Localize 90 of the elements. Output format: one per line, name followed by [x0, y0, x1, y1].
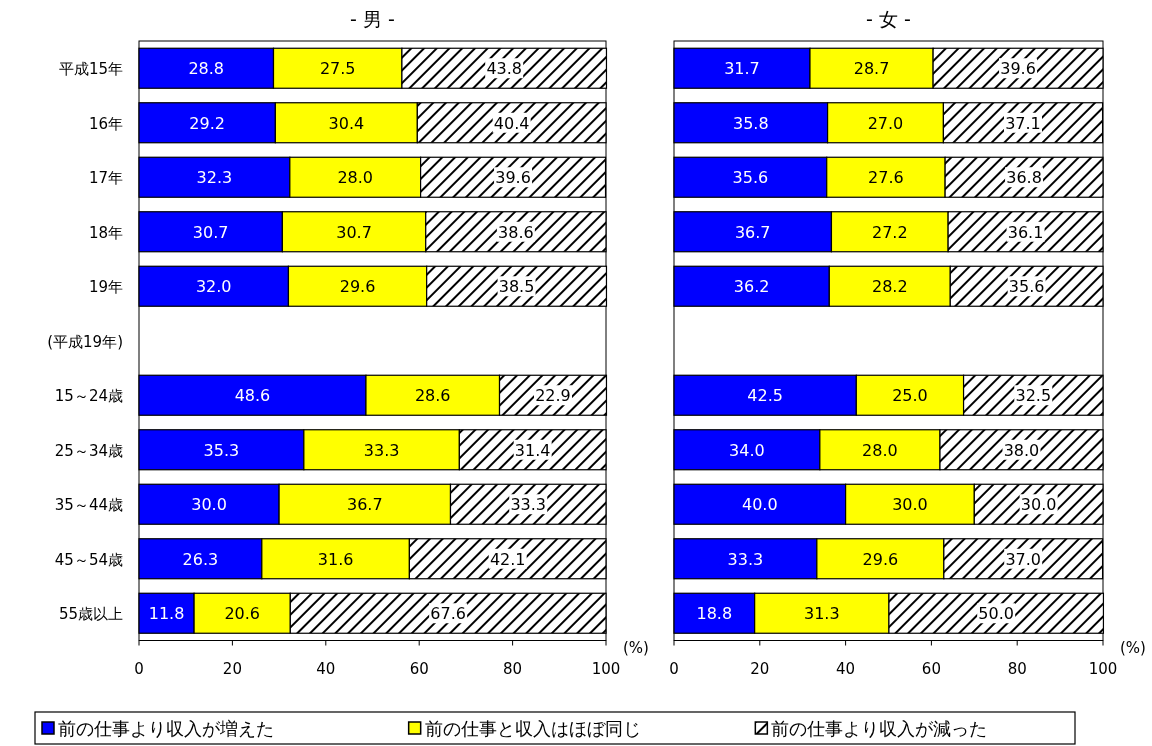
data-label: 28.0 — [862, 440, 898, 460]
data-label: 35.3 — [203, 440, 240, 460]
data-label: 31.4 — [514, 440, 551, 460]
data-label: 29.6 — [862, 549, 899, 569]
data-label: 40.4 — [493, 113, 530, 133]
data-label: 28.2 — [871, 277, 908, 297]
chart-title: - 男 - — [350, 8, 395, 30]
data-label: 30.0 — [191, 495, 227, 515]
data-label: 35.6 — [732, 168, 769, 188]
data-label: 20.6 — [224, 604, 261, 624]
data-label: 35.8 — [732, 113, 769, 133]
legend-label: 前の仕事より収入が減った — [771, 718, 988, 739]
y-tick-label: 55歳以上 — [58, 605, 123, 624]
x-axis-title: (%) — [623, 638, 649, 657]
data-label: 28.7 — [853, 59, 890, 79]
y-tick-label: 45～54歳 — [54, 550, 123, 569]
x-tick-label: 60 — [409, 659, 429, 678]
data-label: 30.0 — [1020, 495, 1057, 515]
y-tick-label: 16年 — [88, 114, 123, 133]
x-tick-label: 100 — [591, 659, 621, 678]
data-label: 28.0 — [337, 168, 374, 188]
data-label: 30.7 — [192, 222, 229, 242]
data-label: 32.0 — [195, 277, 232, 297]
data-label: 30.7 — [336, 222, 372, 242]
data-label: 27.0 — [867, 113, 904, 133]
data-label: 42.1 — [489, 549, 526, 569]
data-label: 36.7 — [734, 222, 771, 242]
data-label: 29.6 — [339, 277, 376, 297]
y-tick-label: 平成15年 — [58, 60, 123, 79]
x-tick-label: 20 — [750, 659, 770, 678]
y-tick-label: 18年 — [88, 223, 123, 242]
x-tick-label: 80 — [1007, 659, 1027, 678]
data-label: 37.0 — [1005, 549, 1042, 569]
x-tick-label: 80 — [503, 659, 523, 678]
x-axis-title: (%) — [1120, 638, 1146, 657]
data-label: 33.3 — [510, 495, 547, 515]
data-label: 38.0 — [1003, 440, 1040, 460]
data-label: 27.6 — [868, 168, 904, 188]
data-label: 67.6 — [430, 604, 466, 624]
data-label: 31.3 — [803, 604, 840, 624]
data-label: 25.0 — [892, 386, 928, 406]
y-tick-label: 19年 — [88, 278, 123, 297]
data-label: 30.4 — [328, 113, 365, 133]
data-label: 31.7 — [724, 59, 760, 79]
data-label: 39.6 — [495, 168, 531, 188]
x-tick-label: 60 — [921, 659, 941, 678]
data-label: 33.3 — [363, 440, 400, 460]
data-label: 32.5 — [1015, 386, 1052, 406]
data-label: 29.2 — [189, 113, 225, 133]
data-label: 28.6 — [414, 386, 451, 406]
data-label: 27.5 — [319, 59, 356, 79]
data-label: 27.2 — [871, 222, 908, 242]
y-tick-label: 15～24歳 — [54, 387, 123, 406]
data-label: 22.9 — [535, 386, 571, 406]
data-label: 35.6 — [1008, 277, 1045, 297]
data-label: 40.0 — [741, 495, 778, 515]
chart-title: - 女 - — [866, 8, 911, 30]
legend-label: 前の仕事より収入が増えた — [58, 718, 274, 739]
data-label: 26.3 — [182, 549, 219, 569]
x-tick-label: 40 — [316, 659, 336, 678]
data-label: 39.6 — [1000, 59, 1036, 79]
data-label: 48.6 — [234, 386, 271, 406]
y-tick-label: 17年 — [88, 169, 123, 188]
data-label: 43.8 — [486, 59, 523, 79]
data-label: 33.3 — [727, 549, 764, 569]
x-tick-label: 20 — [222, 659, 242, 678]
legend-label: 前の仕事と収入はほぼ同じ — [424, 718, 641, 739]
y-tick-label: 25～34歳 — [54, 441, 123, 460]
data-label: 32.3 — [196, 168, 233, 188]
x-tick-label: 100 — [1088, 659, 1118, 678]
y-tick-label: 35～44歳 — [54, 496, 123, 515]
data-label: 37.1 — [1005, 113, 1041, 133]
y-tick-label: (平成19年) — [47, 332, 123, 351]
data-label: 28.8 — [188, 59, 225, 79]
x-tick-label: 0 — [134, 659, 144, 678]
data-label: 34.0 — [729, 440, 765, 460]
x-tick-label: 40 — [836, 659, 856, 678]
data-label: 36.2 — [733, 277, 770, 297]
data-label: 18.8 — [696, 604, 733, 624]
data-label: 31.6 — [317, 549, 354, 569]
data-label: 42.5 — [747, 386, 783, 406]
data-label: 38.5 — [498, 277, 535, 297]
data-label: 50.0 — [978, 604, 1014, 624]
data-label: 11.8 — [148, 604, 185, 624]
data-label: 30.0 — [892, 495, 928, 515]
data-label: 36.8 — [1006, 168, 1042, 188]
data-label: 38.6 — [498, 222, 534, 242]
data-label: 36.7 — [346, 495, 383, 515]
x-tick-label: 0 — [669, 659, 679, 678]
data-label: 36.1 — [1007, 222, 1044, 242]
